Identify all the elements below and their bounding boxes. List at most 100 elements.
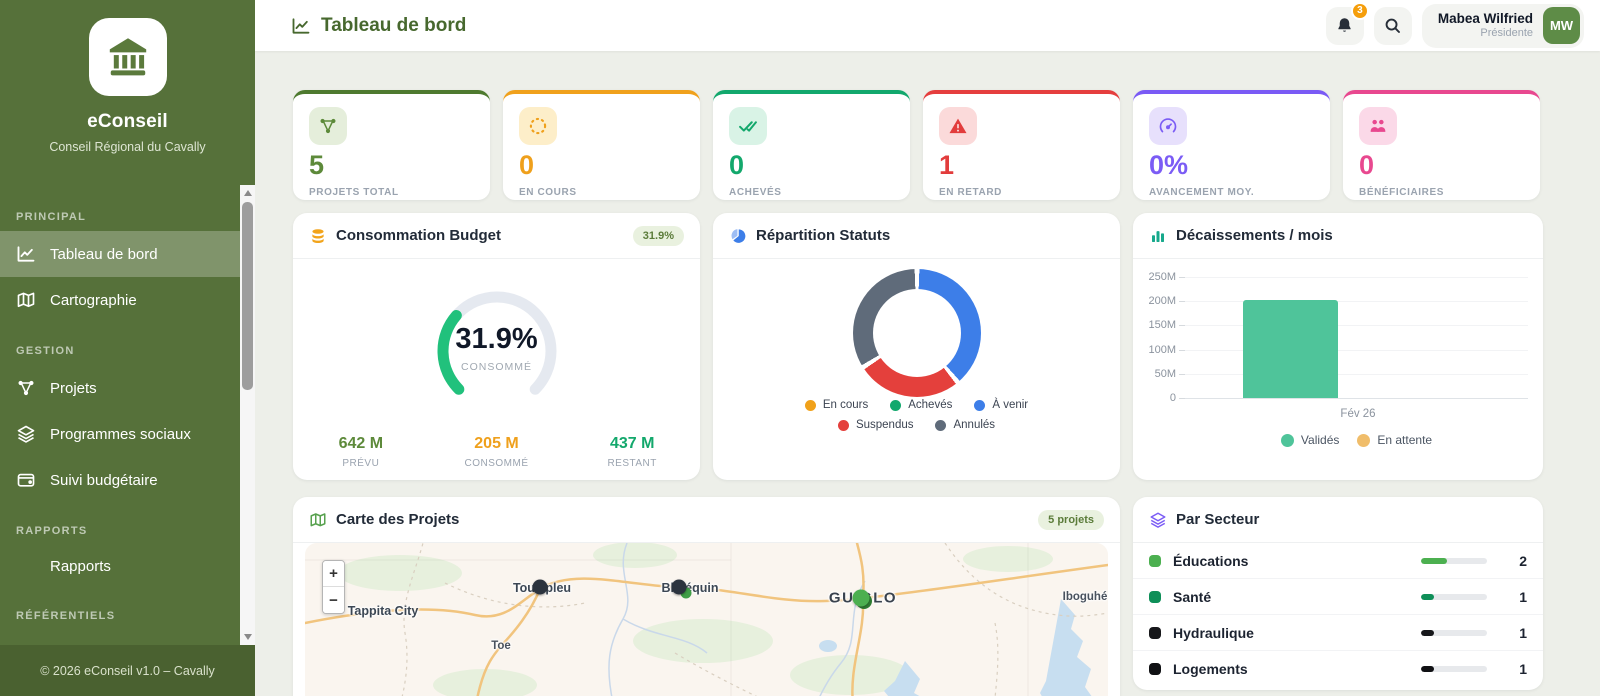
warning-icon	[939, 107, 977, 145]
decaissements-plot: 250M 200M 150M 100M 50M 0 Fév 26 Validés En atte…	[1148, 271, 1528, 447]
project-marker-blolequin[interactable]	[671, 579, 687, 595]
user-text: Mabea Wilfried Présidente	[1438, 11, 1533, 40]
sector-swatch	[1149, 554, 1161, 567]
sidebar-item-projets[interactable]: Projets	[0, 365, 240, 411]
coins-icon	[309, 227, 327, 245]
budget-percent-badge: 31.9%	[632, 225, 684, 246]
bell-icon	[1338, 18, 1351, 32]
nav-section-label: RAPPORTS	[16, 525, 88, 537]
stat-label: EN COURS	[519, 187, 577, 198]
sidebar-item-tableau-de-bord[interactable]: Tableau de bord	[0, 231, 240, 277]
project-marker-toulepleu[interactable]	[532, 579, 548, 595]
legend-item-en-attente: En attente	[1357, 433, 1432, 447]
gauge-label: CONSOMMÉ	[461, 361, 532, 373]
legend-dot	[804, 399, 816, 411]
stat-label: ACHEVÉS	[729, 187, 782, 198]
scroll-down-arrow-icon[interactable]	[240, 630, 255, 644]
gridline	[1185, 349, 1528, 351]
budget-gauge-progress	[437, 291, 556, 395]
legend-label: En attente	[1377, 433, 1433, 447]
stat-value: 5	[309, 150, 325, 180]
gridline	[1185, 301, 1528, 303]
stat-card-beneficiaires: 0 BÉNÉFICIAIRES	[1343, 90, 1540, 200]
map-projects-badge: 5 projets	[1038, 509, 1104, 530]
stat-card-en-cours: 0 EN COURS	[503, 90, 700, 200]
sidebar-item-suivi-budgetaire[interactable]: Suivi budgétaire	[0, 457, 240, 503]
budget-card-title: Consommation Budget	[336, 227, 501, 244]
stat-card-en-retard: 1 EN RETARD	[923, 90, 1120, 200]
user-name: Mabea Wilfried	[1437, 10, 1533, 26]
sector-progress-fill	[1421, 557, 1448, 564]
sector-progress-fill	[1421, 666, 1435, 672]
zoom-out-button[interactable]: −	[323, 587, 344, 613]
gauge-icon	[1149, 107, 1187, 145]
sector-swatch	[1149, 663, 1161, 675]
people-icon	[1359, 107, 1397, 145]
bar-chart-icon	[1149, 227, 1167, 245]
sidebar-scrollbar[interactable]	[240, 185, 255, 645]
budget-stat-label: CONSOMMÉ	[464, 458, 529, 469]
sector-row-logements: Logements 1	[1133, 651, 1543, 687]
sector-value: 1	[1519, 661, 1527, 677]
tick-dash	[1179, 398, 1185, 399]
legend-dot	[1357, 433, 1371, 447]
legend-label: Suspendus	[855, 419, 914, 431]
map-card-title: Carte des Projets	[336, 511, 460, 528]
legend-item-suspendus: Suspendus	[837, 419, 914, 431]
donut-hole	[872, 289, 961, 377]
sector-row-hydraulique: Hydraulique 1	[1133, 615, 1543, 651]
budget-stat-value: 437 M	[609, 435, 655, 452]
user-menu[interactable]: Mabea Wilfried Présidente MW	[1421, 3, 1584, 48]
gauge-value: 31.9%	[455, 323, 538, 355]
sidebar-item-rapports[interactable]: Rapports	[0, 545, 240, 588]
map-card: Carte des Projets 5 projets	[293, 497, 1120, 696]
project-marker-accent	[680, 587, 692, 599]
sidebar: eConseil Conseil Régional du Cavally PRI…	[0, 0, 255, 696]
tick-dash	[1179, 277, 1185, 278]
y-tick-label: 0	[1169, 392, 1176, 404]
bar-valides	[1243, 299, 1338, 398]
legend-item-en-cours: En cours	[804, 399, 869, 411]
legend-label: En cours	[822, 399, 869, 411]
notifications-button[interactable]: 3	[1325, 1, 1369, 45]
legend-item-acheves: Achevés	[890, 399, 952, 411]
loader-icon	[519, 107, 557, 145]
user-role: Présidente	[1480, 27, 1533, 39]
network-icon	[309, 107, 347, 145]
nav-item-label: Cartographie	[50, 291, 137, 309]
stat-label: BÉNÉFICIAIRES	[1359, 187, 1445, 198]
map-canvas[interactable]: ToulepleuBloléquinGUIGLOIboguhéTappita C…	[305, 543, 1108, 696]
y-tick-label: 200M	[1148, 295, 1176, 308]
search-icon	[1385, 18, 1401, 33]
statuts-donut-chart	[852, 269, 981, 397]
stat-value: 0	[1359, 150, 1375, 180]
sidebar-item-programmes-sociaux[interactable]: Programmes sociaux	[0, 411, 240, 457]
scrollbar-thumb[interactable]	[242, 202, 253, 390]
project-marker-guiglo[interactable]	[852, 589, 870, 607]
sidebar-item-cartographie[interactable]: Cartographie	[0, 277, 240, 323]
tick-dash	[1179, 301, 1185, 303]
stat-value: 0	[729, 150, 745, 180]
map-place-label-toe: Toe	[491, 640, 511, 652]
zoom-in-button[interactable]: +	[323, 561, 344, 587]
layers-icon	[1149, 511, 1167, 529]
tick-dash	[1179, 373, 1185, 375]
gauge-center: 31.9% CONSOMMÉ	[422, 323, 572, 373]
y-tick-label: 250M	[1148, 271, 1176, 283]
statuts-card-header: Répartition Statuts	[713, 213, 1120, 259]
budget-card: Consommation Budget 31.9% 31.9% CONSOMMÉ…	[293, 213, 700, 480]
legend-dot	[837, 419, 849, 431]
wallet-icon	[16, 470, 36, 490]
legend-label: Achevés	[908, 399, 953, 411]
stat-label: EN RETARD	[939, 187, 1002, 198]
map-card-header: Carte des Projets 5 projets	[293, 497, 1120, 543]
stat-card-avancement-moy: 0% AVANCEMENT MOY.	[1133, 90, 1330, 200]
nav-item-label: Rapports	[50, 558, 111, 575]
budget-stat-label: RESTANT	[607, 458, 657, 469]
search-button[interactable]	[1373, 6, 1412, 45]
decaissements-card-title: Décaissements / mois	[1176, 227, 1333, 244]
nav-item-label: Projets	[50, 379, 97, 397]
tick-dash	[1179, 349, 1185, 351]
scroll-up-arrow-icon[interactable]	[240, 186, 255, 200]
legend-dot	[974, 399, 986, 411]
